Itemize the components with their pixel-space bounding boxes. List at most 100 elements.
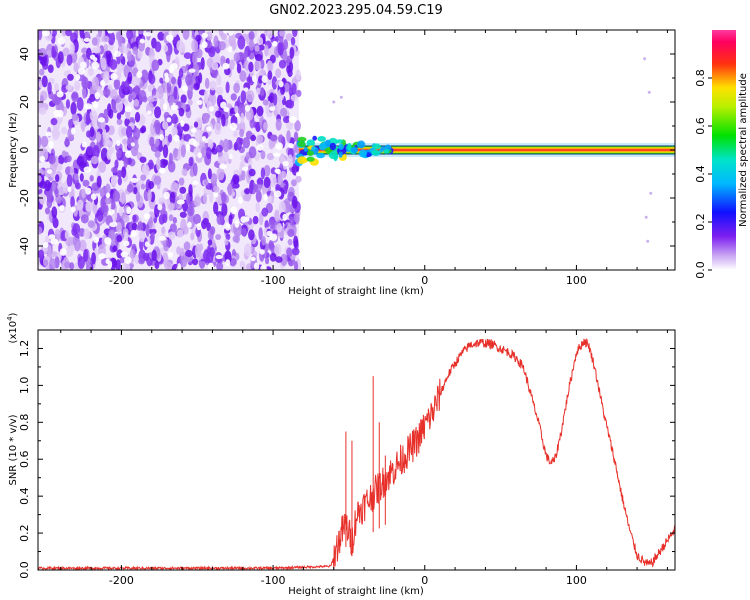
- noise-blob: [207, 239, 213, 246]
- noise-blob: [234, 234, 240, 244]
- noise-blob: [215, 110, 222, 118]
- noise-blob: [173, 86, 178, 100]
- noise-blob: [267, 60, 273, 72]
- noise-blob: [162, 213, 168, 224]
- noise-blob: [215, 194, 223, 205]
- noise-gap: [228, 30, 234, 36]
- noise-blob: [106, 149, 112, 160]
- noise-gap: [93, 236, 100, 244]
- noise-gap: [185, 143, 191, 152]
- noise-gap: [45, 131, 52, 137]
- noise-blob: [85, 111, 90, 126]
- noise-gap: [275, 168, 281, 175]
- noise-blob: [91, 76, 100, 91]
- noise-blob: [188, 201, 193, 215]
- noise-blob: [69, 42, 75, 55]
- noise-blob: [221, 113, 226, 127]
- noise-gap: [288, 143, 294, 149]
- noise-gap: [166, 117, 172, 123]
- noise-gap: [215, 254, 224, 260]
- noise-gap: [206, 126, 212, 132]
- noise-blob: [180, 218, 187, 232]
- noise-blob: [147, 84, 154, 92]
- noise-blob: [270, 167, 277, 175]
- noise-gap: [230, 206, 238, 215]
- noise-blob: [204, 77, 210, 89]
- noise-gap: [100, 79, 105, 87]
- noise-gap: [110, 72, 118, 81]
- snr-x-tick-label: -200: [109, 574, 134, 587]
- noise-blob: [207, 168, 212, 180]
- noise-blob: [81, 121, 86, 132]
- noise-blob: [252, 215, 259, 225]
- noise-gap: [227, 45, 233, 53]
- noise-gap: [207, 262, 214, 270]
- noise-blob: [292, 195, 298, 209]
- noise-blob: [47, 244, 52, 259]
- noise-blob: [147, 189, 152, 203]
- noise-blob: [151, 59, 160, 71]
- carrier-onset-blob: [325, 139, 331, 147]
- noise-blob: [95, 131, 102, 143]
- noise-gap: [67, 186, 72, 193]
- noise-blob: [202, 112, 211, 120]
- noise-blob: [115, 221, 122, 233]
- noise-gap: [77, 67, 86, 75]
- noise-blob: [220, 55, 226, 63]
- noise-blob: [225, 81, 230, 94]
- noise-gap: [197, 152, 203, 159]
- noise-blob: [280, 85, 286, 95]
- noise-blob: [244, 188, 251, 195]
- carrier-onset-blob: [338, 151, 343, 158]
- noise-blob: [264, 219, 269, 230]
- noise-blob: [117, 34, 123, 47]
- noise-blob: [295, 89, 302, 98]
- noise-blob: [157, 31, 165, 41]
- noise-blob: [213, 35, 219, 48]
- noise-blob: [185, 193, 191, 206]
- noise-blob: [284, 82, 290, 93]
- colorbar-tick-label: 0.4: [694, 165, 707, 183]
- noise-blob: [293, 235, 299, 249]
- spectrogram-x-tick-label: 0: [421, 274, 428, 287]
- noise-gap: [253, 262, 260, 270]
- noise-blob: [89, 175, 94, 182]
- noise-gap: [139, 38, 145, 44]
- noise-blob: [96, 175, 102, 188]
- noise-blob: [170, 76, 177, 85]
- noise-gap: [213, 192, 219, 198]
- carrier-onset-blob: [306, 150, 314, 156]
- noise-blob: [169, 223, 177, 233]
- noise-blob: [148, 73, 156, 85]
- noise-blob: [125, 125, 133, 139]
- noise-blob: [268, 239, 274, 251]
- noise-blob: [216, 74, 222, 86]
- noise-blob: [86, 130, 92, 138]
- spectrogram-x-axis: -200 -100 0 100: [60, 30, 668, 287]
- noise-blob: [244, 243, 252, 257]
- noise-blob: [179, 211, 187, 218]
- snr-y-multiplier-exp: 4: [6, 316, 14, 321]
- noise-blob: [173, 183, 180, 190]
- noise-gap: [48, 140, 54, 149]
- noise-blob: [96, 46, 101, 54]
- snr-x-label: Height of straight line (km): [288, 586, 424, 597]
- noise-blob: [154, 138, 160, 147]
- colorbar-tick-label: 0.6: [694, 117, 707, 135]
- colorbar: 0.0 0.2 0.4 0.6 0.8 Normalized spectral ampl…: [694, 30, 749, 279]
- noise-blob: [256, 134, 264, 144]
- noise-blob: [209, 189, 214, 203]
- carrier-onset-blob: [336, 139, 344, 144]
- noise-blob: [290, 94, 298, 102]
- noise-blob: [282, 49, 288, 62]
- noise-gap: [282, 213, 288, 221]
- snr-y-tick-label: 0.8: [18, 414, 31, 432]
- noise-gap: [163, 191, 170, 200]
- noise-gap: [130, 229, 137, 238]
- noise-gap: [109, 221, 118, 228]
- noise-gap: [108, 209, 115, 215]
- noise-blob: [51, 45, 56, 59]
- noise-blob: [50, 251, 58, 258]
- noise-gap: [261, 75, 268, 84]
- noise-blob: [178, 107, 185, 117]
